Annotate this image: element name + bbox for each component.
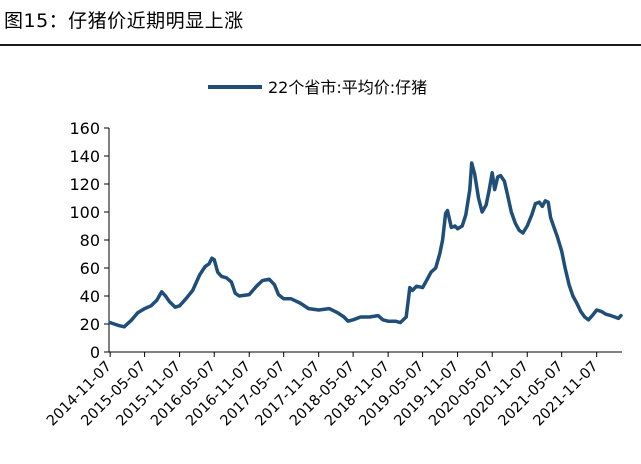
y-tick-label: 20 [80, 315, 100, 334]
legend-label: 22个省市:平均价:仔猪 [268, 78, 427, 97]
y-tick-label: 80 [80, 231, 100, 250]
y-tick-label: 0 [90, 343, 100, 362]
y-tick-label: 140 [69, 147, 100, 166]
title-divider [0, 44, 641, 46]
series-line [108, 161, 623, 329]
y-tick-label: 60 [80, 259, 100, 278]
y-tick-label: 120 [69, 175, 100, 194]
y-tick-label: 160 [69, 119, 100, 138]
y-axis: 0 20 40 60 80 100 120 140 160 [69, 119, 110, 362]
legend: 22个省市:平均价:仔猪 [208, 78, 427, 97]
y-tick-label: 40 [80, 287, 100, 306]
y-tick-label: 100 [69, 203, 100, 222]
x-axis: 2014-11-072015-05-072015-11-072016-05-07… [44, 351, 622, 429]
series-layer [108, 161, 623, 329]
figure-title: 图15：仔猪价近期明显上涨 [4, 10, 244, 32]
